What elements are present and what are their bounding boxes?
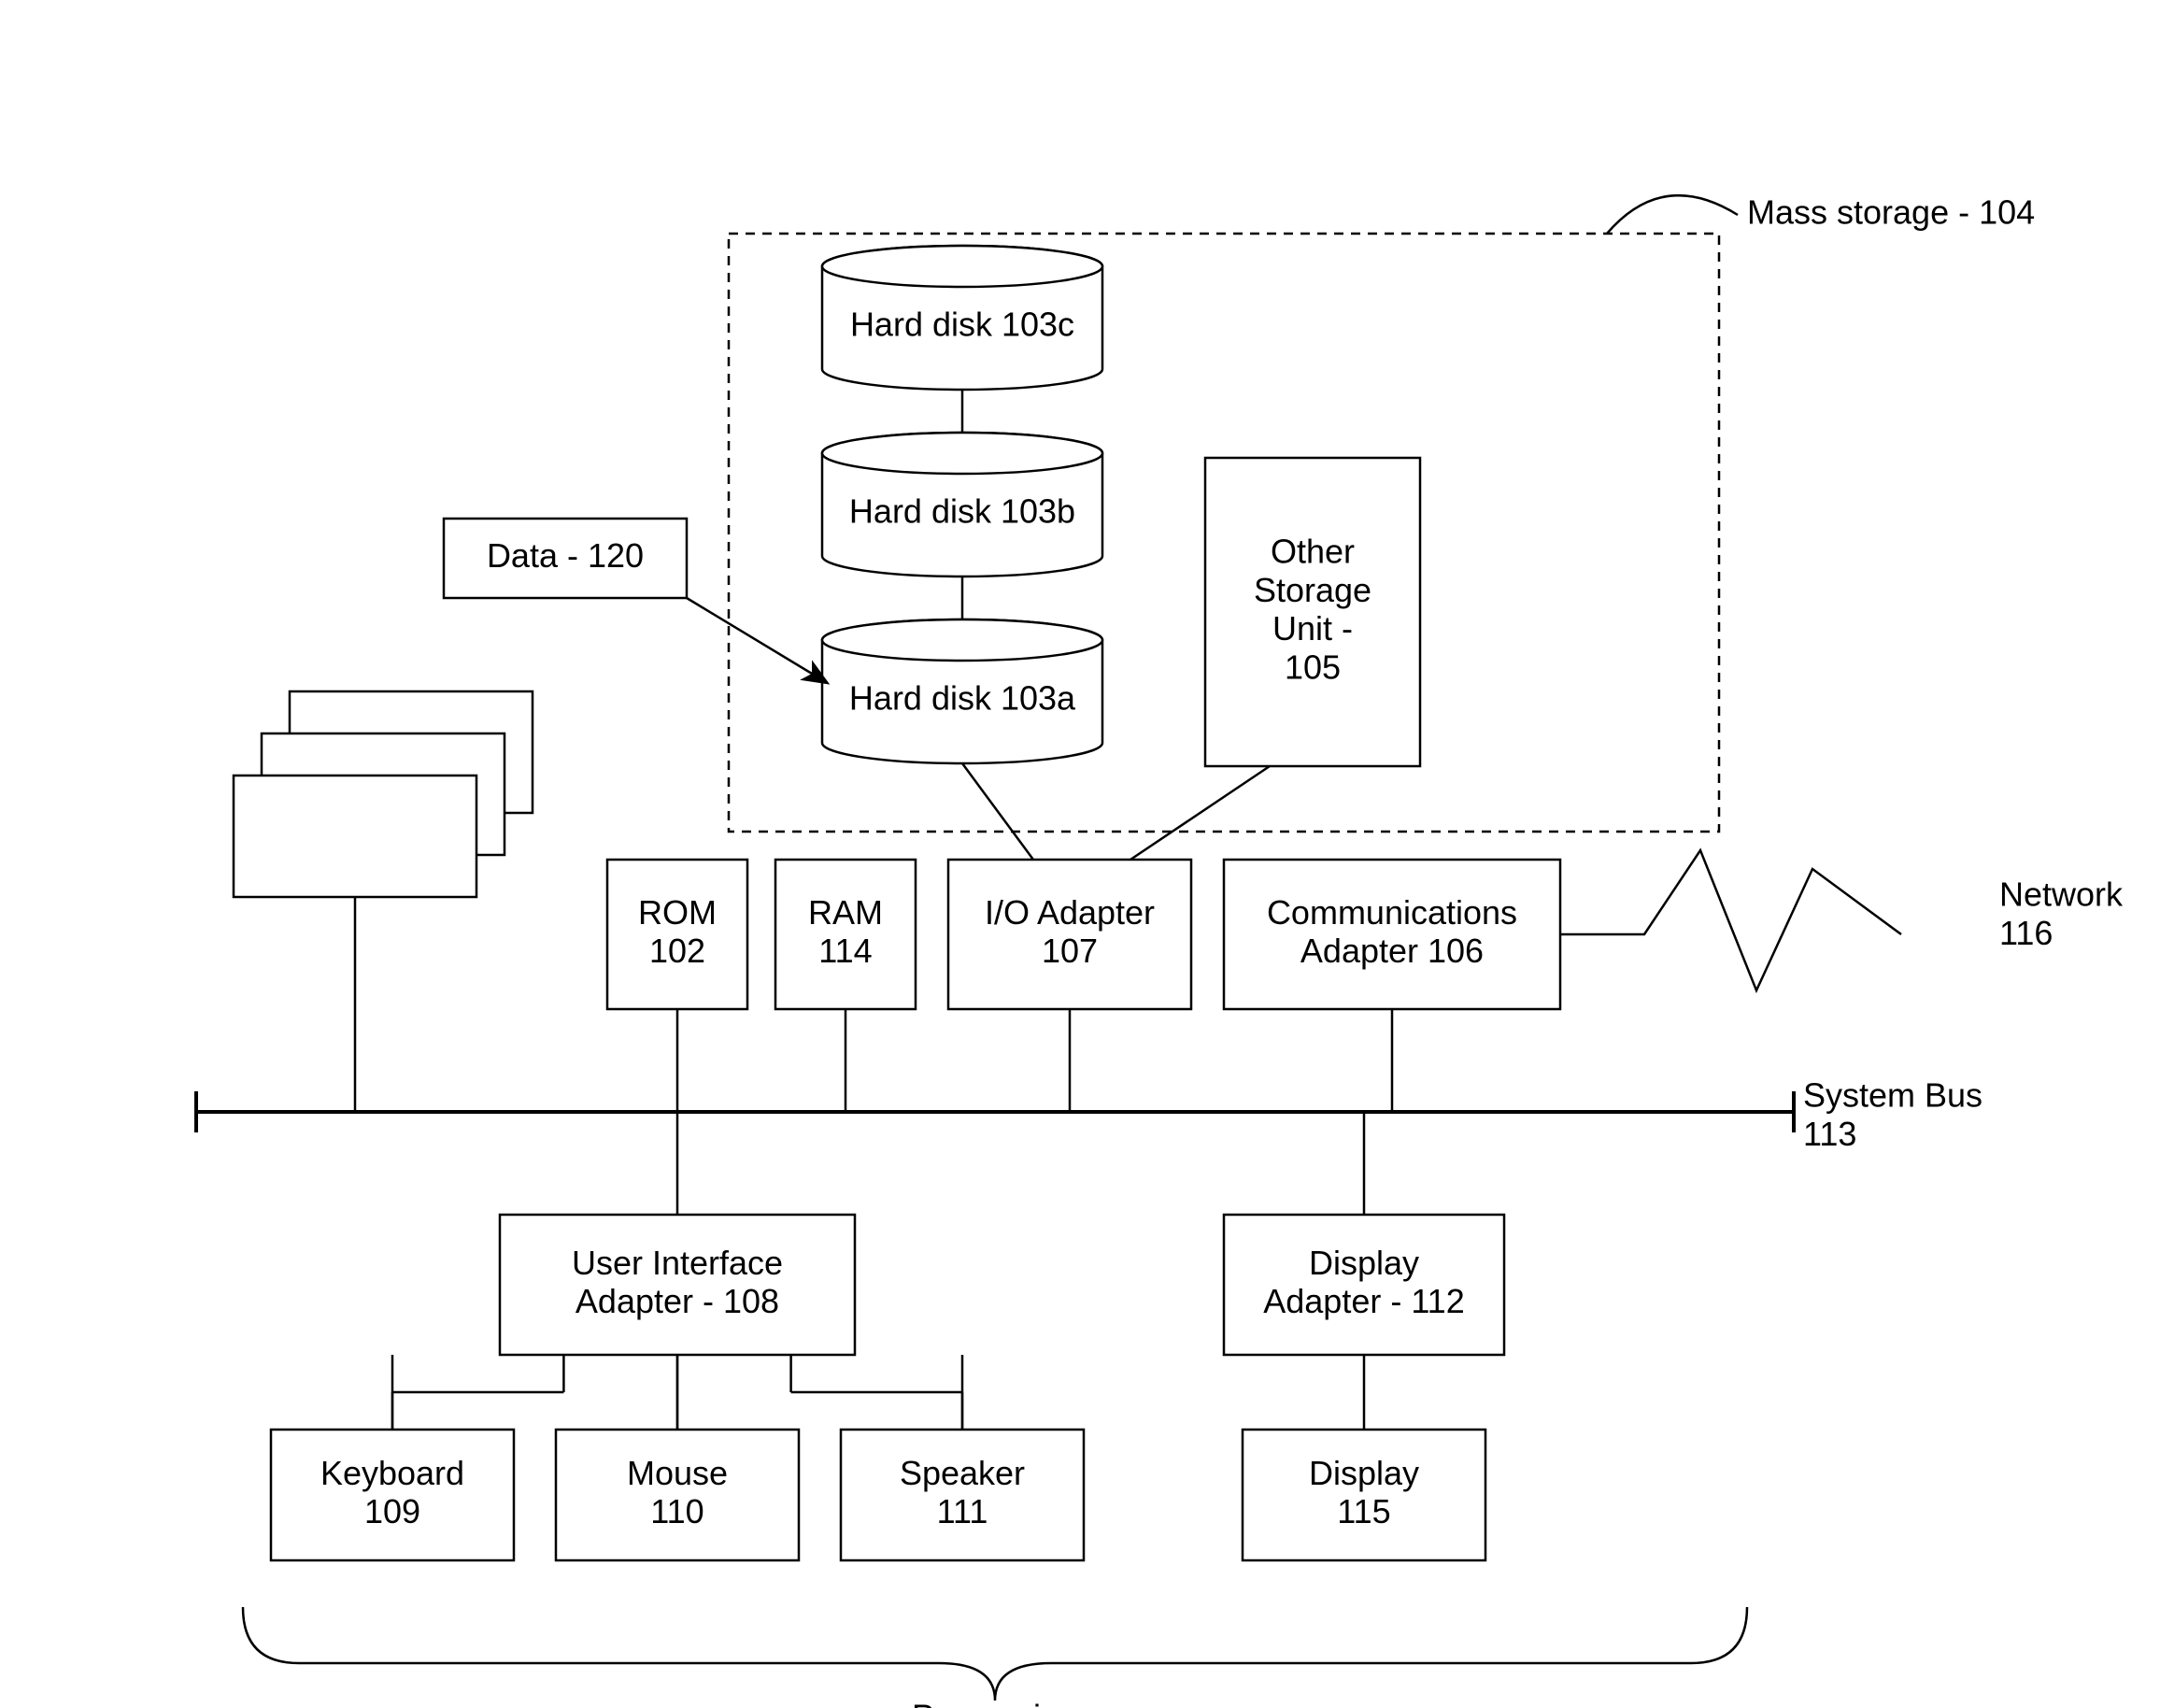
svg-text:Other: Other	[1271, 532, 1355, 570]
svg-text:Processing: Processing	[912, 1698, 1078, 1708]
brace-icon	[243, 1607, 1747, 1701]
svg-text:Adapter 106: Adapter 106	[1300, 932, 1484, 970]
svg-text:System Bus: System Bus	[1803, 1076, 1982, 1115]
svg-text:Display: Display	[1309, 1244, 1419, 1282]
svg-text:RAM: RAM	[808, 893, 883, 932]
svg-text:Communications: Communications	[1267, 893, 1517, 932]
svg-text:115: 115	[1337, 1492, 1390, 1530]
svg-text:Hard disk 103a: Hard disk 103a	[849, 679, 1076, 718]
svg-text:Data - 120: Data - 120	[487, 536, 644, 575]
svg-text:Keyboard: Keyboard	[320, 1454, 464, 1492]
svg-text:Hard disk 103b: Hard disk 103b	[849, 492, 1075, 531]
cpu-card-2	[234, 776, 476, 897]
svg-text:102: 102	[649, 932, 705, 970]
svg-text:ROM: ROM	[638, 893, 717, 932]
svg-text:109: 109	[364, 1492, 420, 1530]
svg-text:Mouse: Mouse	[627, 1454, 728, 1492]
svg-text:Hard disk 103c: Hard disk 103c	[850, 306, 1074, 344]
svg-text:111: 111	[937, 1492, 988, 1530]
svg-text:Adapter - 112: Adapter - 112	[1263, 1282, 1464, 1320]
svg-text:Storage: Storage	[1254, 571, 1371, 609]
svg-text:Unit -: Unit -	[1272, 609, 1353, 648]
svg-text:I/O Adapter: I/O Adapter	[985, 893, 1155, 932]
svg-text:105: 105	[1285, 648, 1341, 687]
svg-text:107: 107	[1042, 932, 1098, 970]
diagram-canvas: Mass storage - 104 Hard disk 103c Hard dis…	[0, 0, 2160, 1708]
svg-text:110: 110	[650, 1492, 703, 1530]
svg-text:Network: Network	[1999, 875, 2124, 914]
svg-text:116: 116	[1999, 914, 2053, 952]
svg-text:113: 113	[1803, 1115, 1856, 1153]
svg-text:Adapter - 108: Adapter - 108	[576, 1282, 779, 1320]
network-zigzag-icon	[1560, 850, 1901, 990]
mass-storage-label: Mass storage - 104	[1747, 193, 2035, 232]
svg-text:Speaker: Speaker	[900, 1454, 1025, 1492]
svg-text:Display: Display	[1309, 1454, 1419, 1492]
svg-text:114: 114	[818, 932, 872, 970]
svg-text:User Interface: User Interface	[572, 1244, 783, 1282]
